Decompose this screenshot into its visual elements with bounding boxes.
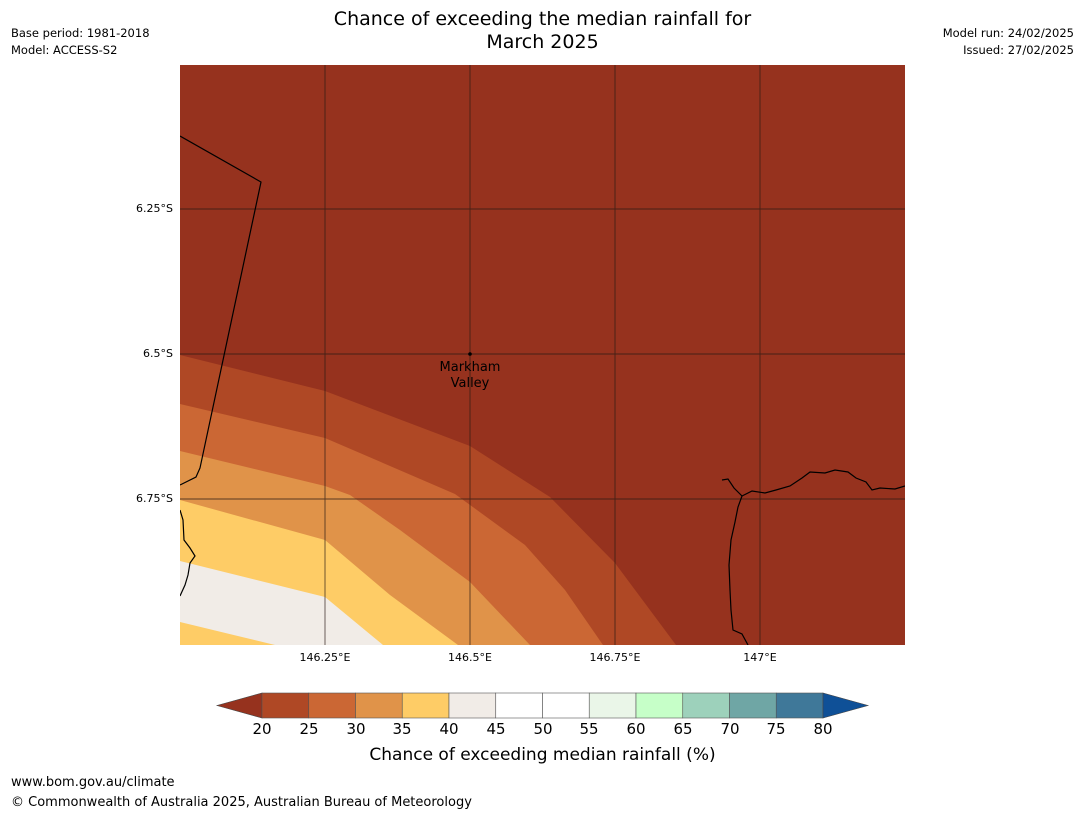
colorbar-segment bbox=[588, 692, 637, 719]
lat-label-6-75: 6.75°S bbox=[136, 492, 173, 505]
colorbar bbox=[215, 692, 870, 719]
colorbar-segment bbox=[355, 692, 403, 719]
colorbar-segment bbox=[729, 692, 777, 719]
band-40-45 bbox=[180, 561, 383, 645]
meta-right: Model run: 24/02/2025 Issued: 27/02/2025 bbox=[943, 25, 1074, 59]
colorbar-segment bbox=[495, 692, 543, 719]
colorbar-tick: 25 bbox=[299, 720, 319, 738]
title-line-1: Chance of exceeding the median rainfall … bbox=[333, 8, 752, 30]
colorbar-tick: 30 bbox=[346, 720, 366, 738]
colorbar-tick: 20 bbox=[252, 720, 272, 738]
colorbar-tick: 55 bbox=[579, 720, 599, 738]
coastlines bbox=[180, 135, 905, 645]
colorbar-segment bbox=[775, 692, 824, 719]
north-coast bbox=[741, 469, 905, 497]
colorbar-tick: 70 bbox=[720, 720, 740, 738]
colorbar-tick: 65 bbox=[673, 720, 693, 738]
lat-label-6-25: 6.25°S bbox=[136, 202, 173, 215]
colorbar-segment bbox=[401, 692, 450, 719]
colorbar-segment bbox=[448, 692, 497, 719]
colorbar-under-triangle bbox=[215, 692, 263, 719]
lon-label-146-75: 146.75°E bbox=[589, 651, 641, 664]
title-line-2: March 2025 bbox=[486, 31, 599, 53]
lon-label-146-5: 146.5°E bbox=[448, 651, 492, 664]
issued-date: Issued: 27/02/2025 bbox=[963, 43, 1074, 57]
colorbar-segment bbox=[635, 692, 684, 719]
lon-label-146-25: 146.25°E bbox=[299, 651, 351, 664]
colorbar-tick: 60 bbox=[626, 720, 646, 738]
model-name: Model: ACCESS-S2 bbox=[11, 43, 118, 57]
meta-left: Base period: 1981-2018 Model: ACCESS-S2 bbox=[11, 25, 150, 59]
west-coast bbox=[180, 509, 196, 597]
graticule bbox=[180, 65, 905, 645]
lon-label-147: 147°E bbox=[743, 651, 777, 664]
lat-label-6-5: 6.5°S bbox=[143, 347, 173, 360]
place-label-line-1: Markham bbox=[439, 360, 501, 375]
colorbar-over-triangle bbox=[822, 692, 870, 719]
base-period: Base period: 1981-2018 bbox=[11, 26, 150, 40]
colorbar-tick: 45 bbox=[486, 720, 506, 738]
colorbar-tick: 80 bbox=[813, 720, 833, 738]
colorbar-title: Chance of exceeding median rainfall (%) bbox=[369, 745, 716, 765]
province-border bbox=[180, 135, 262, 486]
colorbar-segment bbox=[261, 692, 310, 719]
east-coast bbox=[721, 478, 749, 645]
colorbar-segment bbox=[542, 692, 590, 719]
map-area[interactable] bbox=[180, 65, 905, 645]
colorbar-tick: 50 bbox=[533, 720, 553, 738]
colorbar-tick: 40 bbox=[439, 720, 459, 738]
map-title: Chance of exceeding the median rainfall … bbox=[0, 8, 1085, 54]
footer-copyright: © Commonwealth of Australia 2025, Austra… bbox=[11, 795, 472, 810]
footer-url[interactable]: www.bom.gov.au/climate bbox=[11, 775, 175, 790]
colorbar-tick: 75 bbox=[766, 720, 786, 738]
colorbar-segment bbox=[308, 692, 356, 719]
colorbar-segment bbox=[682, 692, 730, 719]
markham-valley-marker[interactable] bbox=[468, 352, 472, 356]
model-run: Model run: 24/02/2025 bbox=[942, 26, 1074, 40]
colorbar-tick: 35 bbox=[392, 720, 412, 738]
place-label-line-2: Valley bbox=[450, 376, 490, 391]
place-label-markham-valley: Markham Valley bbox=[420, 360, 520, 392]
